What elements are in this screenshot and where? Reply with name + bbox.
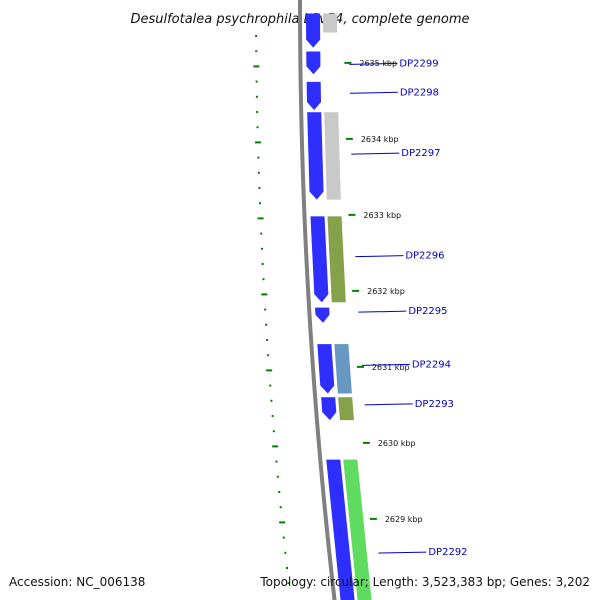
gene-label[interactable]: DP2295 [408,306,447,317]
forward-cds-block-shade [307,112,324,200]
category-cds-block-shade [334,344,352,394]
gene-label-line [349,91,398,94]
forward-cds-block [306,81,321,110]
gene-label[interactable]: DP2294 [412,359,451,370]
scale-tick-label: 2634 kbp [361,135,399,144]
scale-tick-label: 2632 kbp [367,287,405,296]
forward-cds-block-shade [306,51,321,75]
gene-label-line [361,363,410,366]
gene-label[interactable]: DP2297 [401,148,440,159]
gene-label-line [378,551,427,554]
category-cds-block [338,397,354,421]
forward-cds-block [317,344,335,394]
minor-tick-marks [253,35,290,585]
category-cds-block-shade [323,13,338,33]
category-cds-block [323,13,338,33]
forward-cds-block-shade [326,459,355,600]
genome-summary-text: Topology: circular; Length: 3,523,383 bp… [260,575,590,589]
gene-label-line [364,403,413,406]
forward-cds-track [306,13,355,600]
accession-text: Accession: NC_006138 [9,575,146,589]
forward-cds-block [326,459,355,600]
gene-label[interactable]: DP2293 [415,399,454,410]
scale-tick-label: 2633 kbp [363,211,401,220]
category-cds-track [323,13,372,600]
forward-cds-block-shade [321,397,337,421]
category-cds-block [327,216,346,303]
forward-cds-block [306,13,321,48]
gene-labels: DP2299 DP2298 DP2297 DP2296 DP2295 DP2294 DP22… [349,58,468,558]
gene-label-line [351,152,400,155]
genome-backbone [298,0,337,600]
forward-cds-block [315,307,330,323]
category-cds-block-shade [324,112,341,200]
gene-label[interactable]: DP2292 [428,547,467,558]
gene-label-line [349,62,398,65]
gene-label-line [355,255,404,258]
scale-tick-label: 2631 kbp [372,363,410,372]
forward-cds-block-shade [310,216,329,303]
category-cds-block [334,344,352,394]
scale-tick-label: 2630 kbp [378,439,416,448]
category-cds-block-shade [338,397,354,421]
gene-label[interactable]: DP2296 [405,251,444,262]
category-cds-block-shade [327,216,346,303]
forward-cds-block-shade [315,307,330,323]
forward-cds-block [307,112,324,200]
scale-tick-label: 2629 kbp [385,515,423,524]
gene-label-line [358,310,407,313]
gene-label[interactable]: DP2299 [399,58,438,69]
forward-cds-block [321,397,337,421]
gene-label[interactable]: DP2298 [400,87,439,98]
forward-cds-block-shade [306,13,321,48]
category-cds-block-shade [343,459,372,600]
forward-cds-block [310,216,329,303]
category-cds-block [324,112,341,200]
category-cds-block [343,459,372,600]
forward-cds-block [306,51,321,75]
forward-cds-block-shade [306,81,321,110]
forward-cds-block-shade [317,344,335,394]
